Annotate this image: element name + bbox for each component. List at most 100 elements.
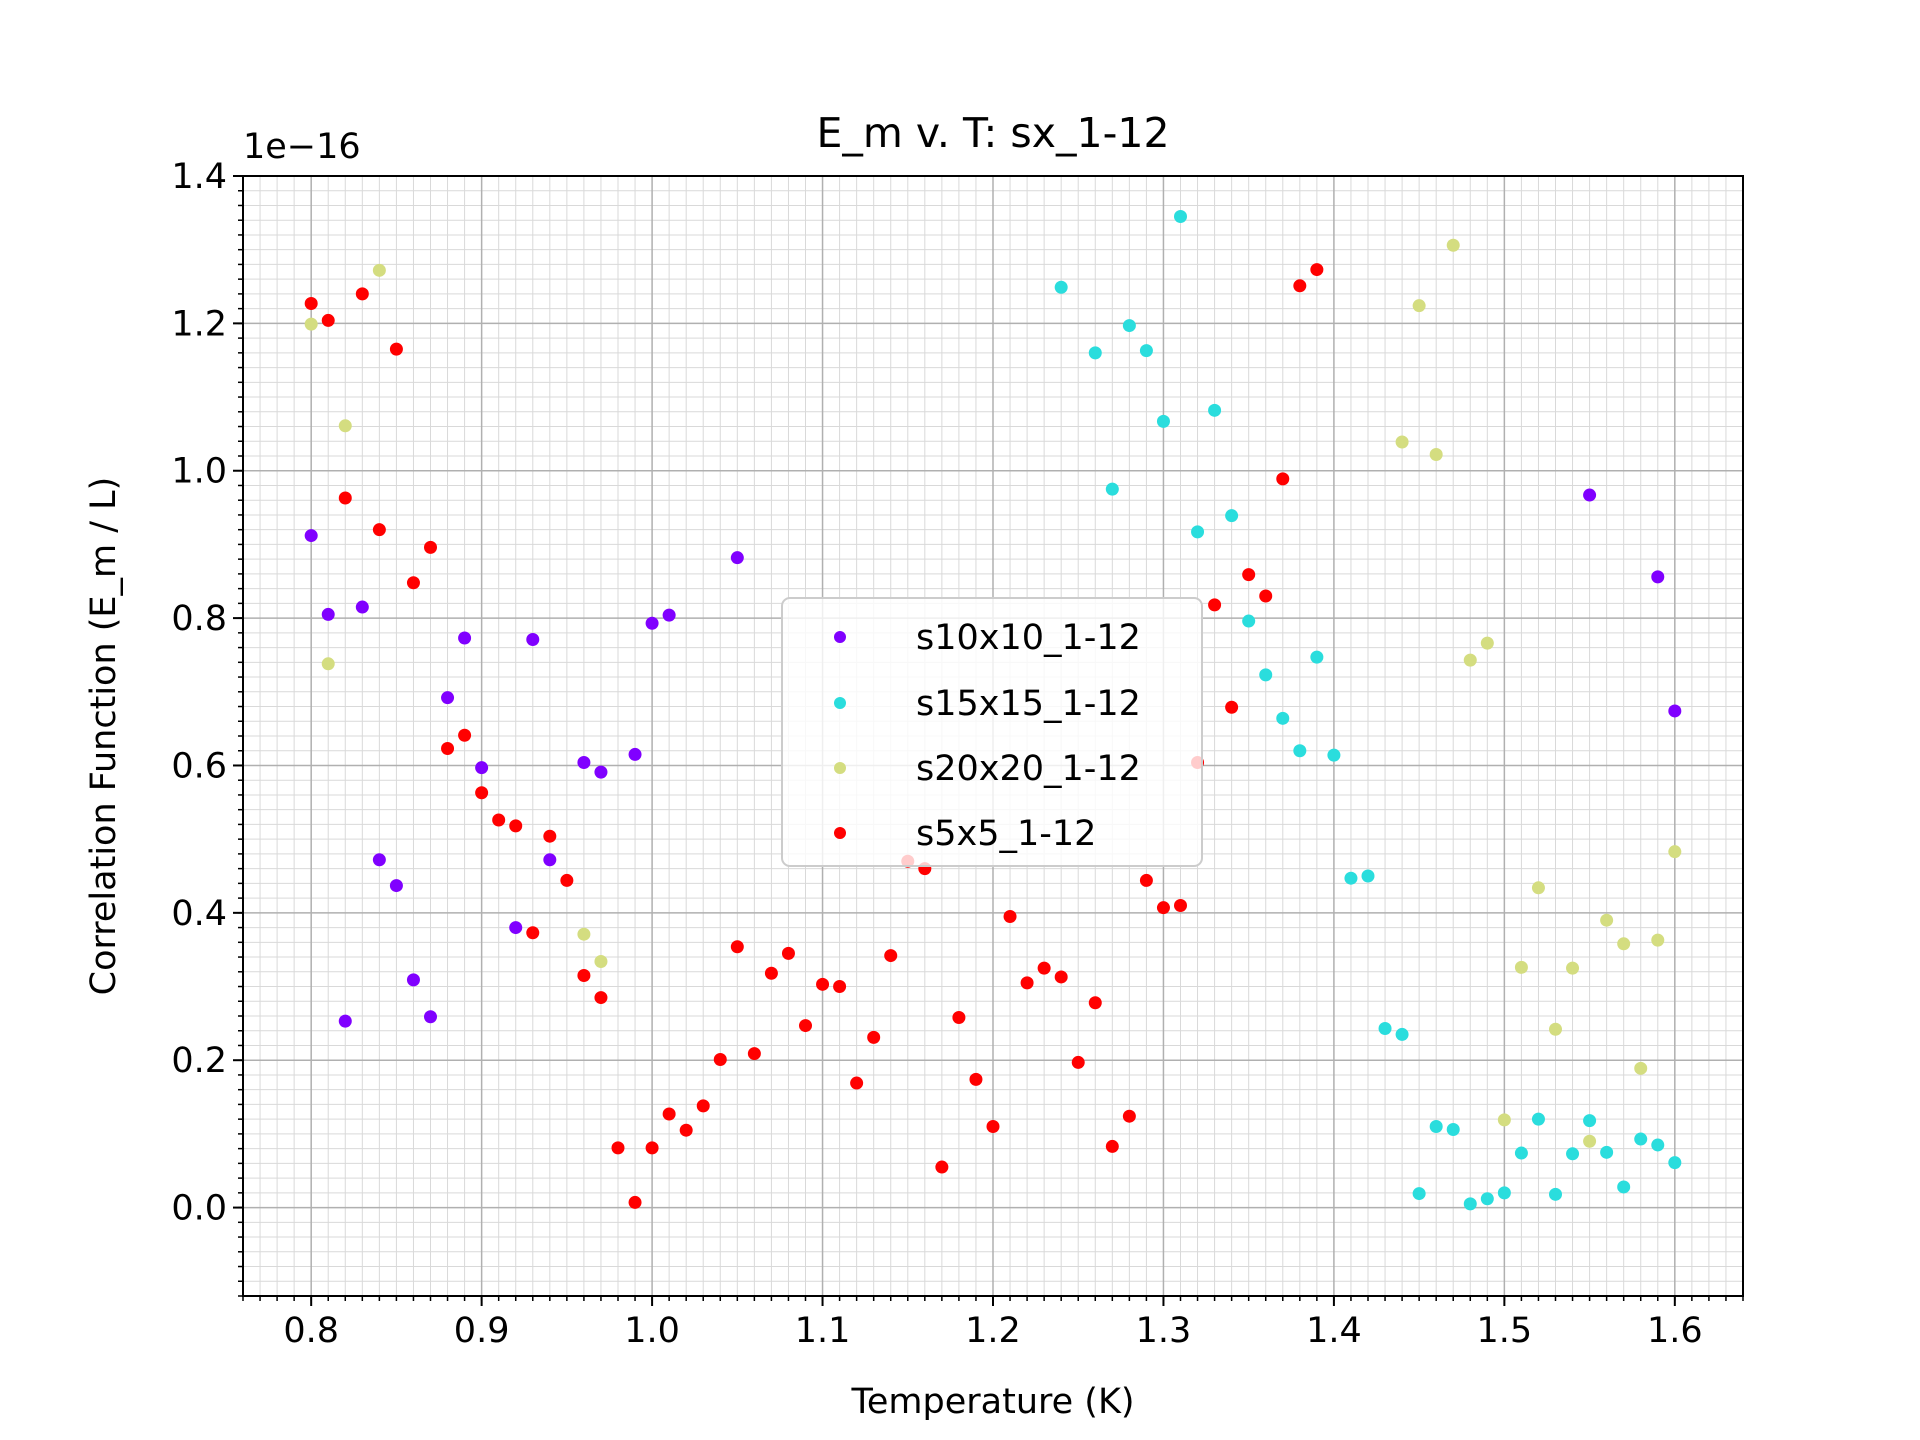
point-s15x15 — [1378, 1022, 1392, 1036]
point-s20x20 — [1395, 435, 1409, 449]
point-s15x15 — [1600, 1145, 1614, 1159]
chart-title: E_m v. T: sx_1-12 — [816, 109, 1169, 157]
point-s10x10 — [594, 765, 608, 779]
point-s15x15 — [1327, 748, 1341, 762]
x-tick-label: 1.0 — [624, 1311, 680, 1351]
point-s15x15 — [1122, 319, 1136, 333]
point-s5x5 — [747, 1047, 761, 1061]
point-s5x5 — [372, 523, 386, 537]
point-s15x15 — [1344, 871, 1358, 885]
point-s5x5 — [1105, 1139, 1119, 1153]
point-s15x15 — [1429, 1120, 1443, 1134]
point-s5x5 — [799, 1019, 812, 1033]
point-s5x5 — [730, 940, 744, 954]
point-s5x5 — [1156, 901, 1170, 915]
point-s15x15 — [1514, 1146, 1528, 1160]
point-s20x20 — [1497, 1113, 1511, 1127]
point-s20x20 — [1463, 653, 1477, 667]
x-tick-label: 1.3 — [1136, 1311, 1192, 1351]
x-tick-label: 1.6 — [1647, 1311, 1703, 1351]
point-s5x5 — [406, 576, 420, 590]
point-s5x5 — [304, 296, 318, 310]
point-s5x5 — [1259, 589, 1273, 603]
point-s5x5 — [389, 342, 403, 356]
y-tick-label: 1.2 — [171, 304, 227, 344]
point-s15x15 — [1259, 668, 1273, 682]
point-s5x5 — [952, 1010, 966, 1024]
x-tick-label: 0.8 — [283, 1311, 339, 1351]
point-s20x20 — [304, 317, 318, 331]
legend-label-s10x10: s10x10_1-12 — [916, 618, 1141, 658]
point-s10x10 — [389, 879, 403, 893]
point-s5x5 — [969, 1072, 983, 1086]
data-points — [304, 210, 1682, 1211]
point-s15x15 — [1446, 1122, 1460, 1136]
point-s20x20 — [1480, 636, 1494, 650]
point-s15x15 — [1156, 414, 1170, 428]
point-s5x5 — [1088, 996, 1102, 1010]
point-s10x10 — [526, 632, 540, 646]
point-s10x10 — [577, 756, 591, 770]
point-s15x15 — [1583, 1114, 1597, 1128]
y-axis-ticks: 0.0 0.2 0.4 0.6 0.8 1.0 1.2 1.4 — [171, 157, 243, 1297]
x-tick-label: 1.4 — [1306, 1311, 1362, 1351]
point-s5x5 — [441, 742, 455, 756]
point-s5x5 — [1037, 961, 1051, 975]
x-axis-label: Temperature (K) — [850, 1382, 1134, 1422]
point-s5x5 — [884, 949, 898, 963]
y-tick-label: 0.8 — [171, 599, 227, 639]
point-s10x10 — [304, 529, 318, 543]
point-s20x20 — [1446, 238, 1460, 252]
point-s15x15 — [1225, 509, 1239, 523]
point-s20x20 — [1617, 937, 1631, 951]
point-s15x15 — [1361, 869, 1375, 883]
legend-label-s20x20: s20x20_1-12 — [916, 749, 1141, 789]
legend-box — [781, 597, 1203, 867]
point-s5x5 — [458, 728, 472, 742]
point-s5x5 — [850, 1076, 864, 1090]
point-s5x5 — [833, 980, 847, 994]
x-tick-label: 1.5 — [1477, 1311, 1533, 1351]
legend-label-s5x5: s5x5_1-12 — [916, 814, 1096, 854]
point-s5x5 — [492, 813, 506, 827]
point-s10x10 — [628, 747, 642, 761]
point-s15x15 — [1395, 1027, 1409, 1041]
point-s5x5 — [1242, 568, 1256, 582]
x-tick-label: 1.2 — [965, 1311, 1021, 1351]
point-s20x20 — [1583, 1134, 1597, 1148]
point-s10x10 — [509, 921, 523, 935]
point-s15x15 — [1276, 711, 1290, 725]
y-axis-offset-label: 1e−16 — [243, 127, 361, 167]
y-tick-label: 0.2 — [171, 1041, 227, 1081]
point-s20x20 — [1412, 299, 1426, 313]
point-s15x15 — [1463, 1197, 1477, 1211]
point-s5x5 — [1208, 598, 1222, 612]
point-s20x20 — [338, 419, 352, 433]
point-s5x5 — [645, 1141, 659, 1155]
point-s5x5 — [577, 968, 591, 982]
point-s20x20 — [1549, 1022, 1562, 1036]
point-s5x5 — [1225, 700, 1239, 714]
point-s5x5 — [1174, 898, 1187, 912]
point-s10x10 — [1651, 570, 1665, 584]
point-s10x10 — [355, 600, 369, 614]
point-s10x10 — [372, 853, 386, 867]
point-s15x15 — [1088, 346, 1102, 360]
point-s20x20 — [1600, 913, 1614, 927]
point-s15x15 — [1617, 1180, 1631, 1194]
point-s5x5 — [475, 786, 489, 800]
point-s10x10 — [321, 607, 335, 621]
point-s20x20 — [321, 657, 335, 671]
point-s15x15 — [1549, 1187, 1562, 1201]
legend-marker-s10x10 — [834, 631, 846, 643]
point-s5x5 — [1276, 472, 1290, 486]
point-s5x5 — [1003, 910, 1017, 924]
point-s10x10 — [406, 973, 420, 987]
x-tick-label: 0.9 — [454, 1311, 510, 1351]
x-axis-ticks: 0.8 0.9 1.0 1.1 1.2 1.3 1.4 1.5 1.6 — [242, 1296, 1744, 1351]
point-s5x5 — [1071, 1055, 1085, 1069]
point-s15x15 — [1651, 1138, 1665, 1152]
point-s5x5 — [1139, 873, 1153, 887]
point-s10x10 — [1583, 488, 1597, 502]
